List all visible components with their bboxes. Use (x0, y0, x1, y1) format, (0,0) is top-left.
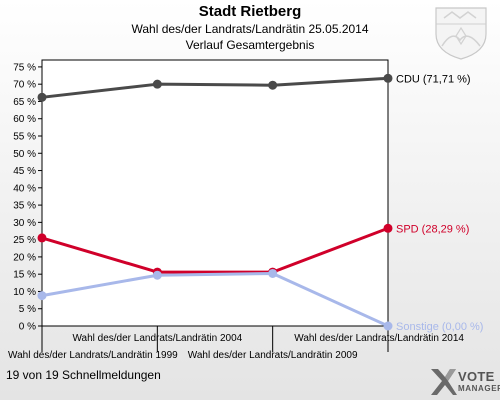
x-tick-label: Wahl des/der Landrats/Landrätin 1999 (8, 350, 178, 361)
y-tick-label: 75 % (13, 62, 36, 73)
y-tick-label: 40 % (13, 183, 36, 194)
data-point-cdu (383, 73, 393, 83)
y-tick-label: 20 % (13, 252, 36, 263)
y-tick-label: 35 % (13, 201, 36, 212)
y-axis: 0 % 5 % 10 % 15 % 20 % 25 % 30 % 35 % 40 % 45 % 50… (13, 62, 42, 333)
series-line-cdu (41, 76, 389, 99)
x-axis: Wahl des/der Landrats/Landrätin 1999 Wahl… (8, 326, 464, 361)
coat-of-arms-icon (435, 7, 487, 60)
status-text: 19 von 19 Schnellmeldungen (6, 368, 161, 382)
data-point-cdu (37, 92, 47, 102)
x-tick-label: Wahl des/der Landrats/Landrätin 2004 (72, 333, 242, 344)
y-tick-label: 25 % (13, 235, 36, 246)
data-point-sonstige (37, 291, 47, 301)
series-line-sonstige (41, 271, 389, 328)
data-point-spd (383, 223, 393, 233)
chart-subtitle: Wahl des/der Landrats/Landrätin 25.05.20… (131, 22, 369, 36)
series-label-cdu: CDU (71,71 %) (396, 73, 471, 85)
y-tick-label: 15 % (13, 270, 36, 281)
data-point-spd (37, 233, 47, 243)
chart-title: Stadt Rietberg (198, 3, 302, 20)
y-tick-label: 5 % (19, 304, 36, 315)
y-tick-label: 60 % (13, 114, 36, 125)
logo-text-manager: MANAGER (458, 384, 500, 393)
y-tick-label: 45 % (13, 166, 36, 177)
plot-area (41, 59, 389, 327)
chart-subtitle-2: Verlauf Gesamtergebnis (185, 38, 315, 52)
data-point-cdu (268, 80, 278, 90)
vote-manager-logo-icon (431, 369, 457, 395)
x-tick-label: Wahl des/der Landrats/Landrätin 2009 (188, 350, 358, 361)
y-tick-label: 0 % (19, 322, 36, 333)
y-tick-label: 10 % (13, 287, 36, 298)
data-point-sonstige (152, 270, 162, 280)
series-group (37, 73, 393, 331)
series-labels: CDU (71,71 %) SPD (28,29 %) Sonstige (0,00… (396, 73, 483, 333)
y-tick-label: 50 % (13, 149, 36, 160)
data-point-sonstige (268, 268, 278, 278)
logo-text-vote: VOTE (458, 369, 495, 384)
data-point-sonstige (383, 321, 393, 331)
x-tick-label: Wahl des/der Landrats/Landrätin 2014 (294, 333, 464, 344)
data-point-cdu (152, 79, 162, 89)
y-tick-label: 65 % (13, 97, 36, 108)
series-line-spd (41, 226, 389, 274)
y-tick-label: 70 % (13, 80, 36, 91)
series-label-sonstige: Sonstige (0,00 %) (396, 321, 483, 333)
series-label-spd: SPD (28,29 %) (396, 223, 469, 235)
y-tick-label: 55 % (13, 132, 36, 143)
y-tick-label: 30 % (13, 218, 36, 229)
